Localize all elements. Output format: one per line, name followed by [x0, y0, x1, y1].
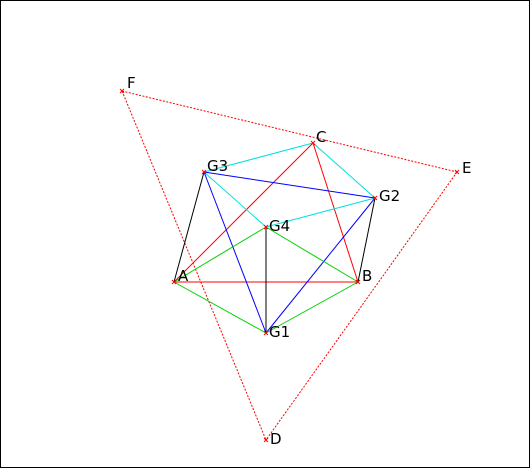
point-label-g1: G1: [269, 323, 290, 341]
segment-g3-g1: [204, 172, 266, 333]
point-labels-layer: A B C D E F G1 G2 G3 G4: [127, 74, 471, 448]
point-markers-layer: [120, 89, 459, 442]
point-label-a: A: [178, 267, 189, 285]
segment-e-d: [266, 172, 457, 440]
segments-layer: [122, 91, 457, 440]
point-marker-d: [264, 438, 268, 442]
segment-a-g1: [174, 282, 266, 333]
segment-a-c: [174, 143, 313, 282]
point-label-g3: G3: [207, 157, 228, 175]
point-label-b: B: [362, 267, 372, 285]
segment-f-d: [122, 91, 266, 440]
point-label-e: E: [462, 159, 471, 177]
point-label-g4: G4: [269, 217, 290, 235]
point-label-g2: G2: [379, 187, 400, 205]
point-label-f: F: [127, 74, 136, 92]
point-label-c: C: [316, 128, 326, 146]
segment-f-e: [122, 91, 457, 172]
point-label-d: D: [270, 430, 282, 448]
segment-g4-b: [266, 227, 358, 282]
